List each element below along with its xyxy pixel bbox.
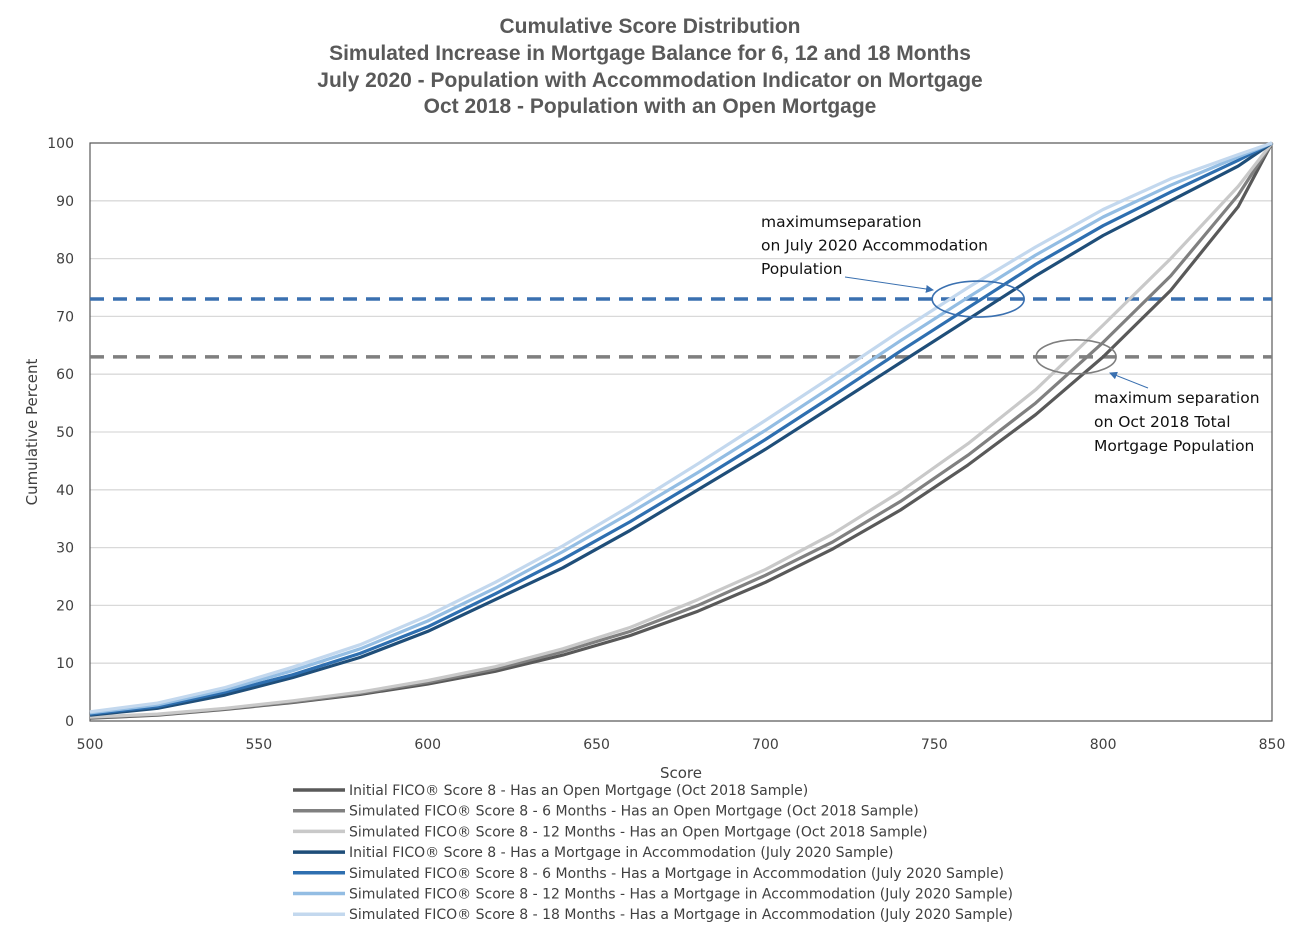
title-line-4: Oct 2018 - Population with an Open Mortg… bbox=[424, 95, 877, 118]
annotations: maximumseparation on July 2020 Accommodat… bbox=[761, 213, 1260, 455]
x-tick-550: 550 bbox=[245, 737, 272, 753]
x-tick-800: 800 bbox=[1090, 737, 1117, 753]
legend-item-4: Initial FICO® Score 8 - Has a Mortgage i… bbox=[293, 845, 894, 861]
x-tick-700: 700 bbox=[752, 737, 779, 753]
legend-label: Simulated FICO® Score 8 - 6 Months - Has… bbox=[349, 804, 919, 820]
annotation-ellipse-oct-2018 bbox=[1035, 339, 1117, 375]
legend-label: Simulated FICO® Score 8 - 18 Months - Ha… bbox=[349, 907, 1013, 923]
y-tick-70: 70 bbox=[56, 309, 74, 325]
annotation-text-july-2020-1: maximumseparation bbox=[761, 213, 922, 231]
reference-lines bbox=[90, 297, 1272, 359]
y-tick-80: 80 bbox=[56, 252, 74, 268]
y-tick-40: 40 bbox=[56, 483, 74, 499]
chart-title: Cumulative Score Distribution Simulated … bbox=[317, 15, 982, 118]
legend-label: Simulated FICO® Score 8 - 12 Months - Ha… bbox=[349, 887, 1013, 903]
x-axis-label: Score bbox=[660, 764, 702, 782]
legend-label: Initial FICO® Score 8 - Has an Open Mort… bbox=[349, 783, 808, 799]
series-line-3 bbox=[89, 142, 1274, 719]
legend-label: Simulated FICO® Score 8 - 6 Months - Has… bbox=[349, 866, 1004, 882]
legend-item-7: Simulated FICO® Score 8 - 18 Months - Ha… bbox=[293, 907, 1013, 923]
legend-label: Initial FICO® Score 8 - Has a Mortgage i… bbox=[349, 845, 894, 861]
x-tick-750: 750 bbox=[921, 737, 948, 753]
y-axis-label: Cumulative Percent bbox=[23, 358, 41, 505]
y-tick-30: 30 bbox=[56, 541, 74, 557]
annotation-ellipse-july-2020 bbox=[931, 280, 1025, 318]
y-tick-20: 20 bbox=[56, 598, 74, 614]
title-line-1: Cumulative Score Distribution bbox=[499, 15, 800, 38]
annotation-text-oct-2018-1: maximum separation bbox=[1094, 389, 1260, 407]
y-tick-50: 50 bbox=[56, 425, 74, 441]
series-line-4 bbox=[89, 141, 1273, 717]
plot-area-border bbox=[89, 142, 1273, 722]
y-tick-60: 60 bbox=[56, 367, 74, 383]
legend-label: Simulated FICO® Score 8 - 12 Months - Ha… bbox=[349, 824, 928, 840]
x-tick-650: 650 bbox=[583, 737, 610, 753]
annotation-text-oct-2018-2: on Oct 2018 Total bbox=[1094, 413, 1231, 431]
annotation-arrow-july-2020 bbox=[844, 276, 934, 293]
annotation-text-july-2020-2: on July 2020 Accommodation bbox=[761, 237, 988, 255]
y-tick-0: 0 bbox=[65, 714, 74, 730]
legend-item-1: Initial FICO® Score 8 - Has an Open Mort… bbox=[293, 783, 808, 799]
annotation-text-oct-2018-3: Mortgage Population bbox=[1094, 437, 1254, 455]
series-line-6 bbox=[89, 141, 1273, 715]
legend-item-6: Simulated FICO® Score 8 - 12 Months - Ha… bbox=[293, 887, 1013, 903]
series-line-7 bbox=[89, 141, 1273, 714]
x-tick-labels: 500 550 600 650 700 750 800 850 bbox=[77, 737, 1286, 753]
y-tick-90: 90 bbox=[56, 194, 74, 210]
legend: Initial FICO® Score 8 - Has an Open Mort… bbox=[293, 783, 1013, 923]
series-line-5 bbox=[89, 141, 1273, 716]
legend-item-3: Simulated FICO® Score 8 - 12 Months - Ha… bbox=[293, 824, 928, 840]
x-tick-500: 500 bbox=[77, 737, 104, 753]
legend-item-5: Simulated FICO® Score 8 - 6 Months - Has… bbox=[293, 866, 1004, 882]
legend-item-2: Simulated FICO® Score 8 - 6 Months - Has… bbox=[293, 804, 919, 820]
annotation-arrow-oct-2018 bbox=[1109, 371, 1149, 389]
annotation-text-july-2020-3: Population bbox=[761, 260, 842, 278]
y-tick-labels: 0 10 20 30 40 50 60 70 80 90 100 bbox=[47, 136, 74, 730]
series-lines bbox=[89, 141, 1274, 720]
x-tick-600: 600 bbox=[414, 737, 441, 753]
x-tick-850: 850 bbox=[1259, 737, 1286, 753]
title-line-3: July 2020 - Population with Accommodatio… bbox=[317, 69, 982, 92]
y-tick-10: 10 bbox=[56, 656, 74, 672]
title-line-2: Simulated Increase in Mortgage Balance f… bbox=[329, 42, 971, 65]
y-tick-100: 100 bbox=[47, 136, 74, 152]
